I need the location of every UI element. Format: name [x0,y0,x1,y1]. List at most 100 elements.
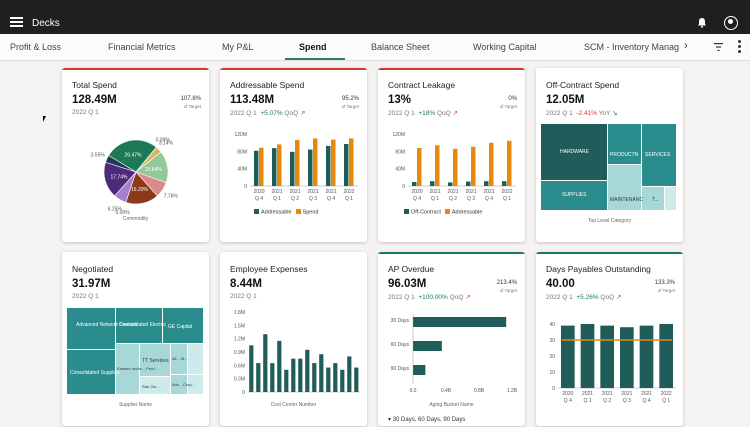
bar [284,369,289,392]
x-tick-label: Q 4 [642,398,650,404]
x-tick-label: 2021 [582,391,593,397]
tab-my-pl[interactable]: My P&L [222,42,254,52]
target-percent: 0% [508,96,517,102]
pie-label: 7.76% [164,193,179,199]
card-title: Employee Expenses [230,264,308,274]
treemap-cell[interactable] [171,344,187,374]
card-accent-line [220,68,367,70]
card-negotiated[interactable]: Negotiated 31.97M 2022 Q 1 Advanced Netw… [62,252,209,426]
period-label: 2022 Q 1 [546,294,573,301]
pie-label: 17.74% [111,175,129,181]
treemap-label: GE Capital [168,324,192,330]
treemap-cell[interactable] [116,344,139,394]
y-tick-label: 30 Days [391,318,410,324]
bar [277,144,282,186]
deck-tab-bar: Profit & Loss Financial Metrics My P&L S… [0,34,750,61]
filter-icon[interactable] [714,43,723,51]
treemap-cell[interactable] [188,344,203,374]
target-indicator: 133.3% of Target [655,279,675,295]
period-label: 2022 Q 1 [388,110,415,117]
bar [489,142,494,186]
app-title: Decks [32,18,60,29]
tab-spend[interactable]: Spend [299,42,327,52]
hamburger-menu-icon[interactable] [10,17,23,27]
bar [312,363,317,392]
active-tab-indicator [285,58,345,60]
bar-chart: 0 0.3M 0.6M 0.9M 1.2M 1.5M 1.8M [234,310,360,396]
target-indicator: 213.4% of Target [497,279,517,295]
x-tick-label: 2021 [465,189,476,195]
x-tick-label: 2022 [501,189,512,195]
target-label: of Target [499,288,517,293]
bar [448,182,453,186]
more-options-icon[interactable] [738,40,741,53]
card-off-contract-spend[interactable]: Off-Contract Spend 12.05M 2022 Q 1 -2.41… [536,68,683,242]
card-value: 13% [388,94,412,106]
x-tick-label: 2021 [307,189,318,195]
treemap-cell[interactable] [188,375,203,394]
bar [344,144,349,186]
tab-profit-loss[interactable]: Profit & Loss [10,42,62,52]
treemap-label: Eastern Indus... Prod... [117,366,158,371]
card-period: 2022 Q 1 +18% QoQ ↗ [388,109,458,117]
x-tick-label: 0.4B [441,388,452,394]
card-ap-overdue[interactable]: AP Overdue 96.03M 2022 Q 1 +100.00% QoQ … [378,252,525,426]
treemap-cell[interactable] [67,308,115,349]
period-label: 2022 Q 1 [388,294,415,301]
card-employee-expenses[interactable]: Employee Expenses 8.44M 2022 Q 1 0 0.3M 0.… [220,252,367,426]
y-tick-label: 0 [552,386,555,392]
card-addressable-spend[interactable]: Addressable Spend 113.48M 2022 Q 1 +5.07… [220,68,367,242]
card-period: 2022 Q 1 [230,293,257,300]
bell-icon[interactable] [697,17,707,28]
treemap-cell[interactable] [163,308,203,343]
tab-financial-metrics[interactable]: Financial Metrics [108,42,176,52]
x-tick-label: Q 1 [662,398,670,404]
user-avatar-icon[interactable] [724,16,738,30]
tab-scm-inventory[interactable]: SCM - Inventory Manag [584,42,680,52]
treemap-cell-other[interactable] [642,187,664,210]
bar [453,148,458,186]
tab-balance-sheet[interactable]: Balance Sheet [371,42,430,52]
bar [319,354,324,392]
treemap-cell-productn[interactable] [608,124,641,164]
chart-caption: Supplier Name [118,402,153,408]
bar [413,365,426,375]
tab-working-capital[interactable]: Working Capital [473,42,537,52]
bar [417,148,422,186]
y-tick-label: 0.9M [234,350,245,356]
treemap-cell[interactable] [140,344,170,376]
treemap-cell[interactable] [171,375,187,394]
card-contract-leakage[interactable]: Contract Leakage 13% 2022 Q 1 +18% QoQ ↗… [378,68,525,242]
pie-slice [105,155,137,173]
horizontal-bar-chart: 30 Days 60 Days 90 Days 0.0 0.4B 0.8B 1.2B [391,314,518,394]
filter-summary[interactable]: ▾ 30 Days, 60 Days, 90 Days [388,416,465,423]
bar [331,139,336,186]
card-accent-line [378,252,525,254]
target-percent: 213.4% [496,280,517,286]
treemap-cell-supplies[interactable] [541,181,607,210]
bar [259,147,264,186]
treemap-cell-services[interactable] [642,124,676,186]
treemap-cell[interactable] [116,308,162,343]
chevron-right-icon[interactable]: › [684,40,688,52]
bar [305,349,310,392]
pie-label: 3.55% [91,153,106,159]
chart-caption: Aging Bucket Name [429,402,474,408]
treemap-cell-small[interactable] [665,187,676,210]
change-value: +100.00% [418,294,448,301]
app-header: Decks [0,0,750,34]
legend-label: Spend [302,209,319,216]
treemap-cell-maintenanc[interactable] [608,165,641,210]
change-label: QoQ [284,110,299,117]
target-percent: 95.2% [341,96,359,102]
treemap-cell[interactable] [140,377,170,394]
treemap-label: T... [652,197,659,203]
card-total-spend[interactable]: Total Spend 128.49M 2022 Q 1 107.8% of Ta… [62,68,209,242]
card-days-payables[interactable]: Days Payables Outstanding 40.00 2022 Q 1… [536,252,683,426]
treemap-cell[interactable] [67,350,115,394]
treemap-label: All... M... [172,356,188,361]
treemap-cell-hardware[interactable] [541,124,607,180]
card-title: Days Payables Outstanding [546,264,651,274]
treemap-label: PRODUCTN [610,152,639,158]
